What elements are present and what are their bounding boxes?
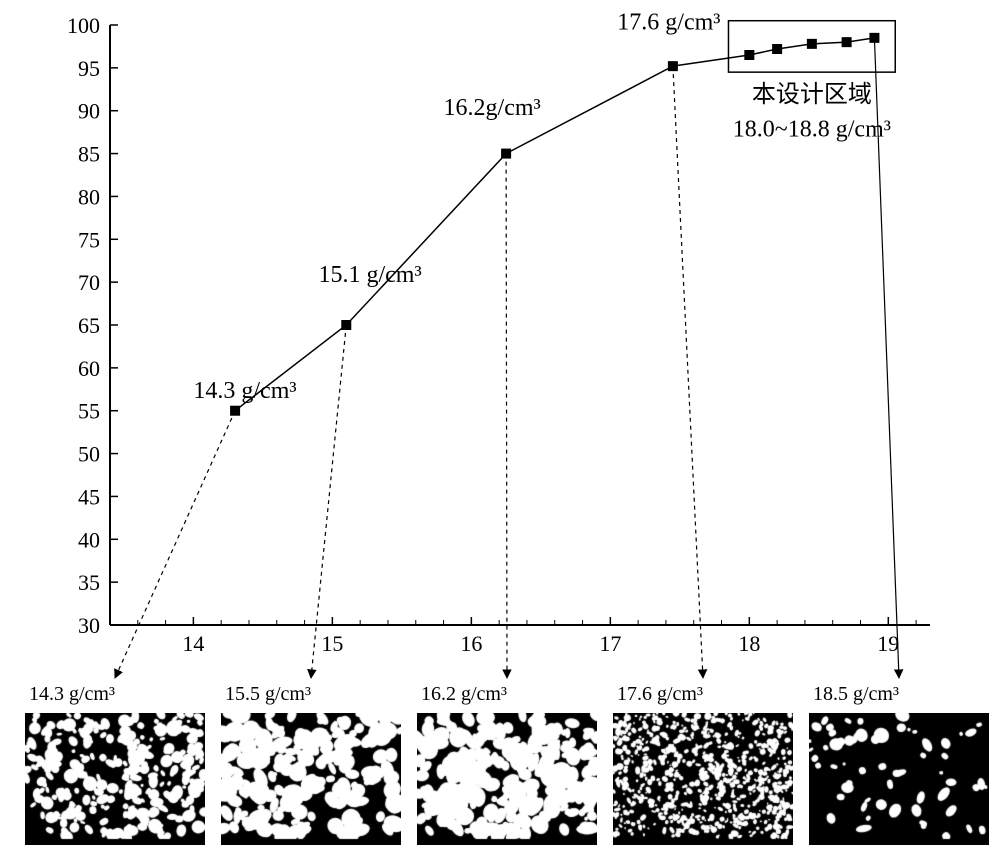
point-label: 16.2g/cm³: [444, 95, 541, 121]
data-marker: [744, 50, 754, 60]
microstructure-thumbnail: [221, 713, 401, 845]
y-tick-label: 50: [78, 442, 100, 467]
y-tick-label: 75: [78, 227, 100, 252]
data-marker: [807, 39, 817, 49]
y-tick-label: 90: [78, 99, 100, 124]
thumbnail-label: 16.2 g/cm³: [421, 683, 507, 705]
thumbnail-label: 18.5 g/cm³: [813, 683, 899, 705]
y-tick-label: 35: [78, 570, 100, 595]
x-tick-label: 14: [182, 631, 204, 656]
box-label: 本设计区域: [752, 81, 872, 108]
callout-line: [506, 154, 507, 678]
y-tick-label: 55: [78, 399, 100, 424]
x-tick-label: 17: [599, 631, 621, 656]
y-tick-label: 85: [78, 142, 100, 167]
y-tick-label: 95: [78, 56, 100, 81]
callout-line: [115, 411, 235, 678]
point-label: 17.6 g/cm³: [617, 9, 720, 35]
x-tick-label: 18: [738, 631, 760, 656]
thumbnail-label: 17.6 g/cm³: [617, 683, 703, 705]
data-marker: [501, 149, 511, 159]
microstructure-thumbnail: [809, 713, 989, 845]
box-label: 18.0~18.8 g/cm³: [733, 116, 891, 142]
y-tick-label: 65: [78, 313, 100, 338]
y-tick-label: 45: [78, 484, 100, 509]
x-tick-label: 16: [460, 631, 482, 656]
y-tick-label: 70: [78, 270, 100, 295]
data-marker: [341, 320, 351, 330]
microstructure-thumbnail: [25, 713, 205, 845]
microstructure-thumbnail: [613, 713, 793, 845]
microstructure-thumbnail: [417, 713, 597, 845]
y-tick-label: 40: [78, 527, 100, 552]
thumbnail-label: 14.3 g/cm³: [29, 683, 115, 705]
data-marker: [772, 44, 782, 54]
point-label: 15.1 g/cm³: [318, 262, 421, 288]
x-tick-label: 19: [877, 631, 899, 656]
x-tick-label: 15: [321, 631, 343, 656]
y-tick-label: 100: [67, 13, 100, 38]
data-marker: [869, 33, 879, 43]
point-label: 14.3 g/cm³: [193, 378, 296, 404]
thumbnail-label: 15.5 g/cm³: [225, 683, 311, 705]
data-marker: [842, 37, 852, 47]
y-tick-label: 30: [78, 613, 100, 638]
y-tick-label: 80: [78, 184, 100, 209]
data-marker: [230, 406, 240, 416]
data-marker: [668, 61, 678, 71]
figure-stage: 30 35 40 45 50 55 60 65 70 75 80 85 90 95 100 14 15 16 17 1…: [0, 0, 1000, 866]
y-tick-label: 60: [78, 356, 100, 381]
callout-line: [673, 66, 703, 678]
